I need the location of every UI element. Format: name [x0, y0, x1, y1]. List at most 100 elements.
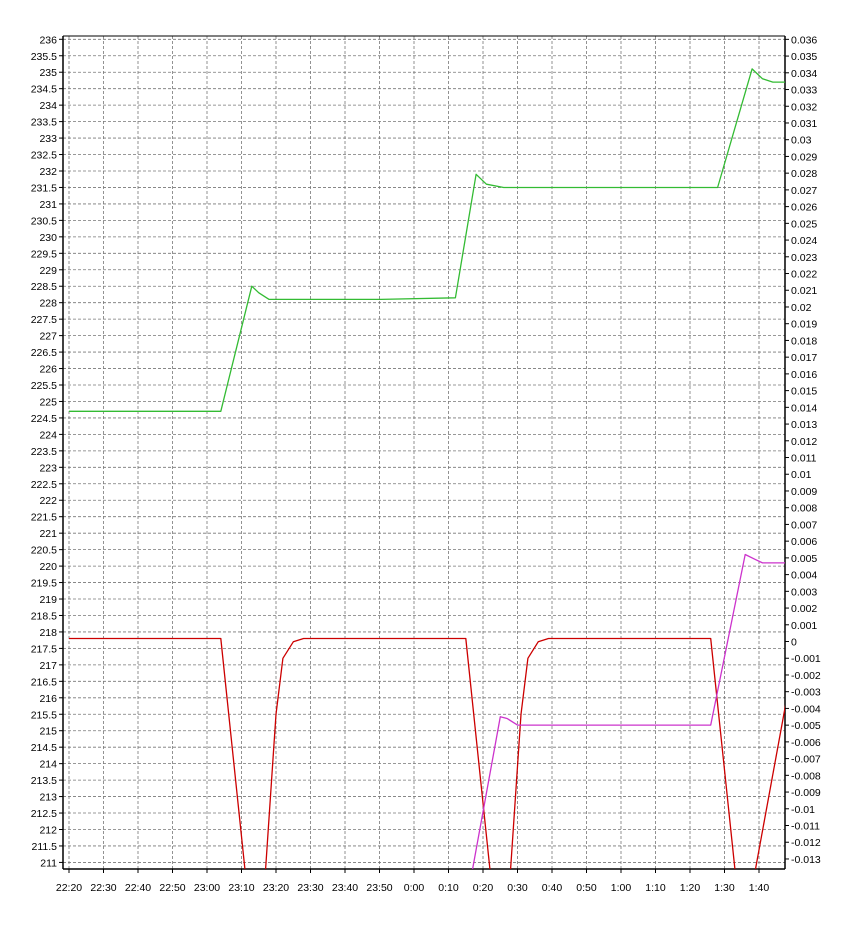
y-tick-label-right: -0.001 — [791, 653, 821, 665]
y-tick-label-left: 234.5 — [31, 84, 57, 96]
y-tick-label-right: -0.004 — [791, 703, 821, 715]
y-tick-label-right: 0.022 — [791, 269, 817, 281]
y-tick-label-right: 0.024 — [791, 235, 817, 247]
x-tick-label: 1:40 — [749, 882, 770, 894]
x-tick-label: 0:30 — [507, 882, 528, 894]
y-tick-label-left: 211.5 — [32, 841, 58, 853]
y-tick-label-right: 0.031 — [791, 118, 817, 130]
series-line-3 — [509, 637, 736, 869]
y-tick-label-right: 0.003 — [791, 586, 817, 598]
y-tick-label-right: 0.021 — [791, 285, 817, 297]
y-tick-label-left: 233.5 — [31, 117, 57, 129]
series-line-2 — [264, 637, 491, 869]
y-tick-label-right: 0.011 — [791, 453, 817, 465]
y-tick-label-left: 218.5 — [31, 610, 57, 622]
series-line-4 — [754, 704, 785, 869]
y-tick-label-left: 223.5 — [31, 446, 57, 458]
y-tick-label-left: 214 — [39, 759, 57, 771]
y-tick-label-left: 231.5 — [31, 182, 57, 194]
y-tick-label-right: 0.036 — [791, 34, 817, 46]
x-tick-label: 22:30 — [90, 882, 116, 894]
x-tick-label: 1:30 — [714, 882, 735, 894]
y-tick-label-left: 218 — [39, 627, 57, 639]
y-tick-label-right: 0.028 — [791, 168, 817, 180]
y-tick-label-right: 0.023 — [791, 252, 817, 264]
series-line-5 — [471, 553, 785, 869]
y-tick-label-left: 231 — [39, 199, 57, 211]
y-tick-label-left: 211 — [40, 857, 57, 869]
x-tick-label: 0:50 — [576, 882, 597, 894]
x-tick-label: 0:40 — [542, 882, 563, 894]
y-tick-label-right: 0.004 — [791, 570, 817, 582]
y-tick-label-right: 0.007 — [791, 519, 817, 531]
y-tick-label-left: 235.5 — [31, 51, 57, 63]
y-tick-label-left: 232.5 — [31, 150, 57, 162]
x-tick-label: 23:20 — [263, 882, 289, 894]
y-tick-label-left: 220.5 — [31, 545, 57, 557]
y-tick-label-left: 214.5 — [31, 742, 57, 754]
y-tick-label-left: 230 — [39, 232, 57, 244]
y-tick-label-left: 229.5 — [31, 248, 57, 260]
y-tick-label-right: -0.003 — [791, 687, 821, 699]
y-tick-label-left: 232 — [39, 166, 57, 178]
y-tick-label-right: -0.013 — [791, 854, 821, 866]
y-tick-label-left: 221.5 — [31, 512, 57, 524]
y-tick-label-right: -0.01 — [791, 804, 815, 816]
y-tick-label-left: 216.5 — [31, 676, 57, 688]
y-tick-label-left: 222.5 — [31, 479, 57, 491]
y-tick-label-left: 226 — [39, 364, 57, 376]
x-tick-label: 0:20 — [473, 882, 494, 894]
y-tick-label-right: 0.03 — [791, 135, 812, 147]
y-tick-label-right: -0.007 — [791, 754, 821, 766]
y-tick-label-left: 223 — [39, 462, 57, 474]
x-tick-label: 22:20 — [56, 882, 82, 894]
y-tick-label-right: 0.002 — [791, 603, 817, 615]
x-tick-label: 23:30 — [297, 882, 323, 894]
y-tick-label-right: 0.032 — [791, 101, 817, 113]
y-tick-label-right: 0.018 — [791, 335, 817, 347]
y-tick-label-left: 216 — [39, 693, 57, 705]
y-tick-label-left: 213 — [39, 792, 57, 804]
y-tick-label-right: 0.026 — [791, 202, 817, 214]
series-line-0 — [69, 68, 785, 412]
x-tick-label: 23:50 — [366, 882, 392, 894]
y-tick-label-left: 221 — [39, 528, 57, 540]
y-tick-label-right: 0.014 — [791, 402, 817, 414]
x-tick-label: 0:00 — [404, 882, 425, 894]
y-tick-label-right: 0.009 — [791, 486, 817, 498]
y-tick-label-left: 222 — [39, 495, 57, 507]
y-tick-label-right: 0.01 — [791, 469, 812, 481]
x-tick-label: 1:10 — [645, 882, 666, 894]
y-tick-label-left: 236 — [39, 34, 57, 46]
y-tick-label-right: 0.02 — [791, 302, 812, 314]
y-tick-label-left: 224.5 — [31, 413, 57, 425]
y-tick-label-left: 219 — [39, 594, 57, 606]
y-tick-label-right: -0.008 — [791, 770, 821, 782]
series-line-1 — [69, 637, 246, 869]
y-tick-label-left: 230.5 — [31, 215, 57, 227]
y-tick-label-right: 0.001 — [791, 620, 817, 632]
y-tick-label-right: 0.027 — [791, 185, 817, 197]
y-tick-label-left: 229 — [39, 265, 57, 277]
y-tick-label-right: -0.012 — [791, 837, 821, 849]
x-tick-label: 0:10 — [438, 882, 459, 894]
y-tick-label-left: 217 — [39, 660, 57, 672]
y-tick-label-left: 225.5 — [31, 380, 57, 392]
x-tick-label: 22:50 — [159, 882, 185, 894]
y-tick-label-right: 0.034 — [791, 68, 817, 80]
x-tick-label: 23:40 — [332, 882, 358, 894]
y-tick-label-right: -0.011 — [791, 821, 820, 833]
y-tick-label-left: 212 — [39, 824, 57, 836]
y-tick-label-left: 213.5 — [31, 775, 57, 787]
y-tick-label-right: 0.019 — [791, 319, 817, 331]
plot-background — [63, 36, 785, 869]
y-tick-label-left: 235 — [39, 67, 57, 79]
y-tick-label-right: 0.006 — [791, 536, 817, 548]
x-tick-label: 1:00 — [611, 882, 632, 894]
y-tick-label-right: 0.013 — [791, 419, 817, 431]
y-tick-label-left: 224 — [39, 429, 57, 441]
x-tick-label: 22:40 — [125, 882, 151, 894]
y-tick-label-right: 0.015 — [791, 386, 817, 398]
